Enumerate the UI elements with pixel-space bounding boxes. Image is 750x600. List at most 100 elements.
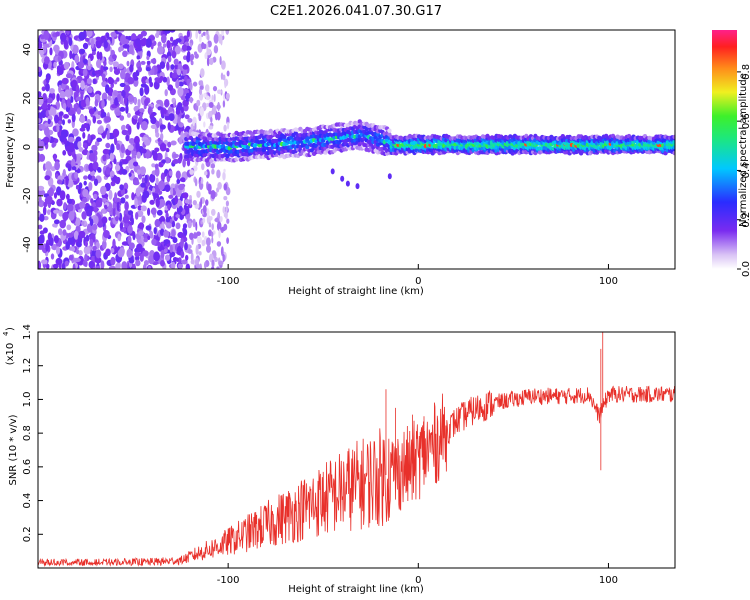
- spectrogram-cell: [114, 136, 117, 146]
- spectrogram-cell: [182, 192, 189, 199]
- spectrogram-cell: [155, 177, 159, 186]
- spectrogram-cell: [175, 170, 181, 180]
- spectrogram-cell: [149, 199, 155, 205]
- spectrogram-cell: [151, 238, 157, 246]
- spectrogram-cell: [111, 54, 117, 60]
- spectrogram-cell: [54, 114, 59, 124]
- spectrogram-cell: [672, 144, 675, 150]
- spectrogram-cell: [211, 223, 214, 231]
- spectrogram-cell: [122, 215, 130, 224]
- spectrogram-cell: [176, 178, 181, 184]
- spectrogram-cell: [147, 207, 151, 216]
- spectrogram-cell: [217, 89, 222, 95]
- spectrogram-cell: [115, 176, 121, 185]
- spectrogram-cell: [205, 102, 210, 108]
- spectrogram-cell: [211, 236, 214, 244]
- spectrogram-cell: [187, 220, 192, 229]
- spectrogram-cell: [62, 212, 69, 221]
- spectrogram-cell: [167, 204, 171, 210]
- spectrogram-cell: [67, 232, 74, 238]
- spectrogram-cell: [95, 36, 102, 41]
- spectrogram-cell: [202, 205, 207, 214]
- spectrogram-cell: [134, 251, 141, 257]
- spectrogram-cell: [87, 57, 91, 67]
- spectrogram-cell: [58, 228, 63, 236]
- spectrogram-cell: [63, 39, 68, 49]
- spectrogram-cell: [66, 98, 71, 108]
- spectrogram-cell: [155, 197, 160, 208]
- spectrogram-cell: [137, 98, 141, 109]
- spectrogram-cell: [71, 79, 78, 88]
- spectrogram-cell: [128, 172, 132, 177]
- spectrogram-cell: [141, 177, 145, 185]
- spectrogram-cell: [80, 49, 86, 54]
- spectrogram-cell: [198, 88, 203, 95]
- spectrogram-cell: [180, 250, 185, 259]
- spectrogram-cell: [105, 153, 110, 160]
- spectrogram-cell: [355, 183, 360, 190]
- spectrogram-cell: [142, 263, 147, 269]
- spectrogram-cell: [102, 148, 110, 155]
- snr-y-tick-label: 1.0: [22, 391, 33, 407]
- spectrogram-cell: [71, 44, 79, 54]
- snr-panel: -100 0 100 0.2 0.4 0.6 0.8 1.0 1.2 1.4 Height of…: [2, 324, 676, 595]
- spectrogram-cell: [75, 249, 80, 255]
- spectrogram-cell: [209, 57, 214, 66]
- spectrogram-cell: [81, 149, 89, 156]
- spectrogram-cell: [83, 122, 88, 129]
- spectrogram-cell: [218, 260, 224, 266]
- spectrogram-cell: [158, 217, 165, 222]
- snr-y-tick-label: 1.4: [22, 324, 33, 340]
- spectrogram-cell: [153, 251, 161, 262]
- spectrogram-cell: [194, 122, 197, 131]
- spectrogram-cell: [121, 89, 127, 99]
- spectrogram-cell: [53, 192, 58, 199]
- spectrogram-cell: [185, 263, 190, 269]
- spectrogram-cell: [41, 86, 46, 92]
- spectrogram-cell: [178, 183, 185, 191]
- spectrogram-cell: [140, 38, 147, 47]
- spectrogram-cell: [151, 66, 155, 76]
- spectrogram-cell: [82, 68, 88, 77]
- spectrogram-cell: [223, 223, 228, 231]
- spectrogram-cell: [128, 258, 135, 264]
- snr-y-scale-exp: 4: [2, 331, 10, 336]
- spectrogram-cell: [87, 133, 91, 143]
- spectrogram-cell: [160, 172, 165, 181]
- spectrogram-cell: [119, 222, 124, 230]
- spectrogram-cell: [156, 209, 163, 216]
- spectrogram-cell: [71, 246, 76, 252]
- spectrogram-cell: [135, 187, 141, 197]
- spectrogram-frame: [37, 29, 676, 270]
- spectrogram-cell: [83, 58, 88, 65]
- spectrogram-cell: [94, 113, 101, 120]
- spectrogram-cell: [128, 138, 135, 145]
- spectrogram-cell: [177, 86, 184, 97]
- spectrogram-cell: [94, 140, 100, 147]
- spectrogram-cell: [170, 186, 174, 197]
- spectrogram-cell: [221, 60, 226, 70]
- spectrogram-cell: [156, 99, 163, 105]
- spectrogram-cell: [178, 137, 183, 145]
- spectrogram-cell: [134, 111, 141, 116]
- spectrogram-cell: [43, 43, 47, 54]
- spectrogram-cell: [152, 151, 158, 161]
- spectrogram-cell: [116, 201, 120, 212]
- spectrogram-cell: [219, 216, 223, 222]
- snr-y-tick-label: 0.6: [22, 459, 33, 475]
- spectrogram-cell: [225, 187, 231, 196]
- spectrogram-cell: [83, 180, 87, 186]
- spectrogram-cell: [78, 182, 83, 190]
- spectrogram-cell: [171, 50, 177, 59]
- spectrogram-cell: [213, 45, 219, 54]
- spectrogram-cell: [189, 195, 192, 200]
- spectrogram-cell: [102, 239, 107, 250]
- colorbar-tick-label: 0.8: [741, 64, 750, 80]
- spectrogram-cell: [38, 195, 42, 203]
- spectrogram-cell: [225, 30, 230, 35]
- spectrogram-cell: [186, 30, 190, 38]
- snr-y-scale-close: ): [5, 327, 16, 331]
- spectrogram-cell: [175, 222, 181, 230]
- spectrogram-cell: [63, 114, 69, 119]
- spectrogram-cell: [127, 144, 134, 151]
